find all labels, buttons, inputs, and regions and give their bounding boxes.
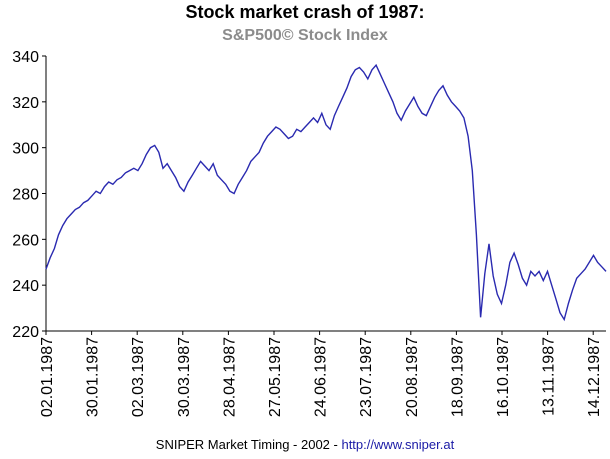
footer-text: SNIPER Market Timing - 2002 -: [155, 437, 342, 452]
footer-link[interactable]: http://www.sniper.at: [341, 437, 455, 452]
x-tick-label: 24.06.1987: [313, 337, 330, 417]
x-tick-label: 30.03.1987: [176, 337, 193, 417]
x-tick-label: 30.01.1987: [85, 337, 102, 417]
chart-axes: [45, 56, 606, 332]
x-tick-label: 02.01.1987: [39, 337, 56, 417]
x-tick-label: 28.04.1987: [221, 337, 238, 417]
y-tick-label: 240: [12, 278, 39, 295]
x-tick-label: 14.12.1987: [586, 337, 603, 417]
x-tick-label: 13.11.1987: [541, 337, 558, 416]
chart-title: Stock market crash of 1987:: [185, 2, 425, 22]
x-tick-label: 16.10.1987: [495, 337, 512, 417]
y-tick-label: 320: [12, 95, 39, 112]
chart-subtitle: S&P500© Stock Index: [222, 27, 388, 44]
y-tick-label: 260: [12, 232, 39, 249]
x-tick-label: 18.09.1987: [449, 337, 466, 417]
x-tick-label: 23.07.1987: [358, 337, 375, 417]
series-line: [45, 63, 607, 322]
x-tick-label: 02.03.1987: [130, 337, 147, 417]
x-tick-label: 20.08.1987: [404, 337, 421, 417]
y-tick-label: 220: [12, 324, 39, 341]
y-axis-ticks: 220 240 260 280 300 320 340: [12, 49, 46, 341]
chart-footer: SNIPER Market Timing - 2002 - http://www…: [0, 437, 610, 452]
y-tick-label: 280: [12, 187, 39, 204]
y-tick-label: 340: [12, 49, 39, 66]
x-tick-label: 27.05.1987: [267, 337, 284, 417]
x-axis-ticks: 02.01.1987 30.01.1987 02.03.1987 30.03.1987…: [39, 331, 603, 417]
y-tick-label: 300: [12, 141, 39, 158]
